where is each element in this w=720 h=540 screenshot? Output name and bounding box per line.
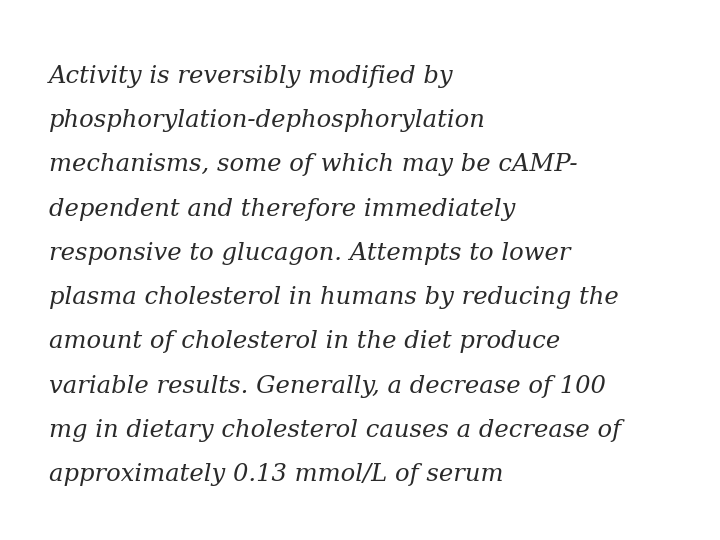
- Text: mechanisms, some of which may be cAMP-: mechanisms, some of which may be cAMP-: [49, 153, 577, 177]
- Text: amount of cholesterol in the diet produce: amount of cholesterol in the diet produc…: [49, 330, 560, 354]
- Text: responsive to glucagon. Attempts to lower: responsive to glucagon. Attempts to lowe…: [49, 242, 570, 265]
- Text: phosphorylation-dephosphorylation: phosphorylation-dephosphorylation: [49, 109, 486, 132]
- Text: approximately 0.13 mmol/L of serum: approximately 0.13 mmol/L of serum: [49, 463, 503, 487]
- Text: mg in dietary cholesterol causes a decrease of: mg in dietary cholesterol causes a decre…: [49, 419, 621, 442]
- Text: Activity is reversibly modified by: Activity is reversibly modified by: [49, 65, 454, 88]
- Text: variable results. Generally, a decrease of 100: variable results. Generally, a decrease …: [49, 375, 606, 398]
- Text: plasma cholesterol in humans by reducing the: plasma cholesterol in humans by reducing…: [49, 286, 618, 309]
- Text: dependent and therefore immediately: dependent and therefore immediately: [49, 198, 516, 221]
